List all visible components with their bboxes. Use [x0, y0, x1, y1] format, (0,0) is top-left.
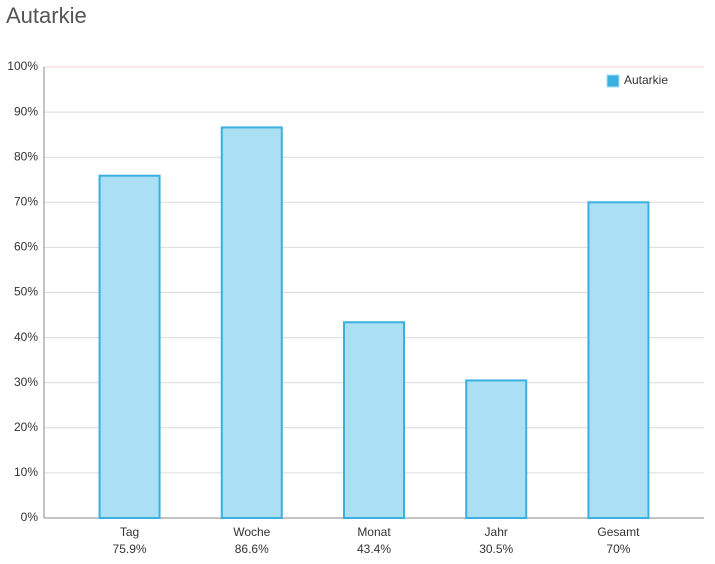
- x-tick-label: Tag: [120, 525, 139, 539]
- bar: [98, 174, 161, 519]
- y-tick-label: 50%: [14, 285, 38, 299]
- x-tick-label: Gesamt: [597, 525, 640, 539]
- y-tick-label: 20%: [14, 420, 38, 434]
- y-tick-label: 80%: [14, 149, 38, 163]
- x-tick-label: Monat: [357, 525, 391, 539]
- bar: [220, 126, 283, 520]
- y-tick-label: 90%: [14, 104, 38, 118]
- y-tick-label: 70%: [14, 194, 38, 208]
- legend-swatch: [606, 74, 620, 88]
- value-label: 75.9%: [113, 542, 147, 556]
- y-tick-label: 100%: [7, 59, 38, 73]
- y-tick-label: 10%: [14, 465, 38, 479]
- value-label: 86.6%: [235, 542, 269, 556]
- chart-title: Autarkie: [6, 3, 87, 28]
- value-label: 30.5%: [479, 542, 513, 556]
- bar: [465, 379, 528, 519]
- value-label: 70%: [606, 542, 630, 556]
- y-tick-label: 30%: [14, 375, 38, 389]
- y-tick-label: 40%: [14, 330, 38, 344]
- x-tick-label: Woche: [233, 525, 270, 539]
- legend-label: Autarkie: [624, 73, 668, 87]
- x-tick-label: Jahr: [485, 525, 508, 539]
- y-tick-label: 60%: [14, 240, 38, 254]
- bar: [587, 201, 650, 520]
- y-tick-label: 0%: [21, 510, 39, 524]
- bar: [343, 321, 405, 519]
- value-label: 43.4%: [357, 542, 391, 556]
